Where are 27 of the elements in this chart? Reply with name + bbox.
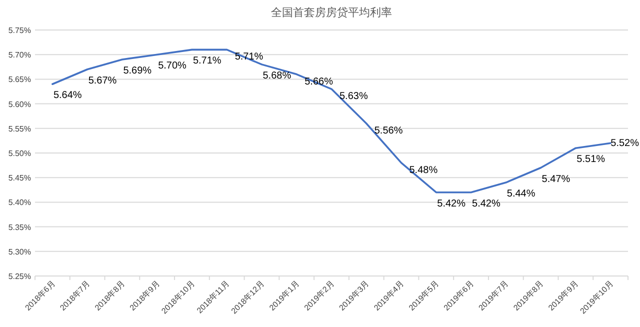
- y-tick-label: 5.70%: [8, 50, 31, 60]
- data-label: 5.64%: [53, 90, 82, 102]
- y-tick-label: 5.45%: [8, 174, 31, 183]
- data-label: 5.68%: [262, 70, 292, 82]
- data-label: 5.42%: [437, 198, 466, 210]
- data-label: 5.67%: [88, 75, 117, 86]
- y-tick-label: 5.30%: [8, 247, 31, 256]
- y-tick-label: 5.60%: [8, 100, 31, 109]
- y-tick-label: 5.50%: [8, 149, 31, 158]
- data-label: 5.56%: [374, 125, 403, 136]
- data-label: 5.44%: [506, 188, 536, 200]
- data-label: 5.42%: [472, 198, 500, 210]
- data-label: 5.70%: [158, 60, 187, 72]
- y-tick-label: 5.40%: [8, 198, 31, 208]
- y-tick-label: 5.35%: [8, 222, 31, 232]
- y-tick-label: 5.65%: [8, 75, 31, 84]
- y-tick-label: 5.55%: [8, 124, 31, 134]
- data-label: 5.51%: [576, 154, 606, 166]
- y-tick-label: 5.75%: [8, 26, 31, 35]
- data-label: 5.69%: [123, 66, 152, 77]
- data-label: 5.47%: [542, 174, 570, 185]
- y-tick-label: 5.25%: [8, 272, 31, 281]
- data-label: 5.52%: [610, 138, 640, 150]
- data-label: 5.71%: [192, 56, 222, 67]
- chart-title: 全国首套房房贷平均利率: [271, 6, 392, 19]
- data-label: 5.48%: [409, 164, 438, 176]
- data-label: 5.63%: [340, 91, 368, 102]
